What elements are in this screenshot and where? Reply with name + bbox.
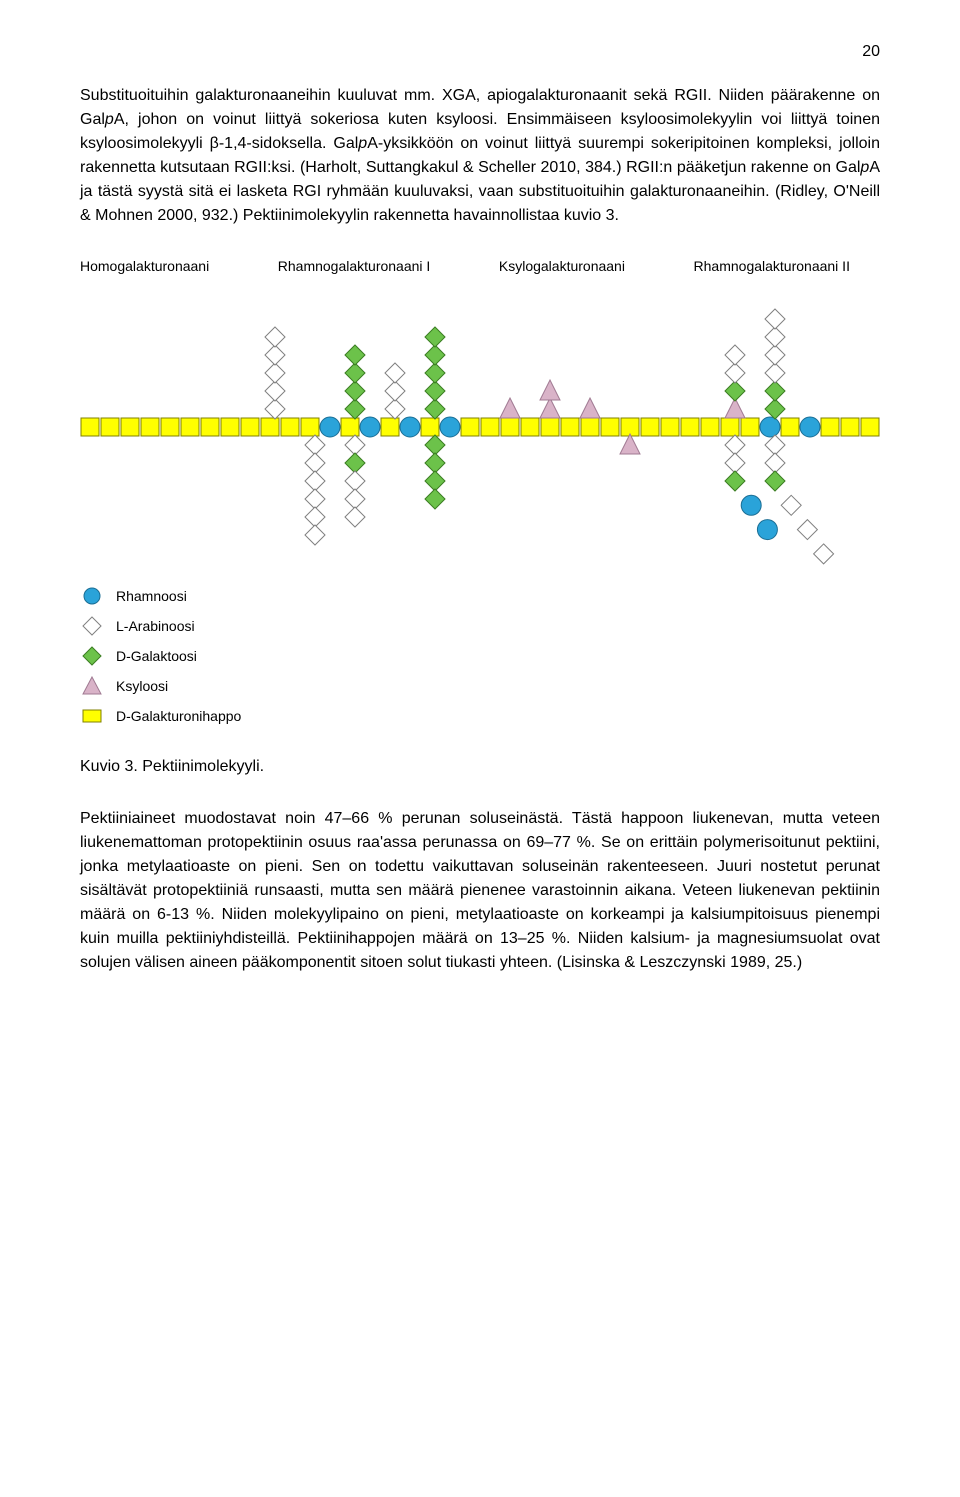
legend-swatch — [80, 585, 104, 607]
page-number: 20 — [80, 40, 880, 64]
paragraph-1: Substituoituihin galakturonaaneihin kuul… — [80, 84, 880, 228]
legend-label: L-Arabinoosi — [116, 616, 195, 637]
legend-swatch — [80, 705, 104, 727]
paragraph-2: Pektiiniaineet muodostavat noin 47–66 % … — [80, 807, 880, 975]
legend-label: D-Galakturonihappo — [116, 706, 241, 727]
figure-header-label: Homogalakturonaani — [80, 256, 209, 277]
figure-pectin-molecule: Homogalakturonaani Rhamnogalakturonaani I… — [80, 256, 880, 727]
legend-label: D-Galaktoosi — [116, 646, 197, 667]
figure-svg — [80, 287, 880, 567]
figure-caption: Kuvio 3. Pektiinimolekyyli. — [80, 755, 880, 779]
legend-row: L-Arabinoosi — [80, 615, 880, 637]
figure-legend: Rhamnoosi L-Arabinoosi D-Galaktoosi Ksyloos… — [80, 585, 880, 727]
legend-label: Rhamnoosi — [116, 586, 187, 607]
figure-header-label: Rhamnogalakturonaani I — [278, 256, 431, 277]
figure-headers: Homogalakturonaani Rhamnogalakturonaani I… — [80, 256, 880, 277]
legend-swatch — [80, 615, 104, 637]
legend-swatch — [80, 645, 104, 667]
legend-swatch — [80, 675, 104, 697]
legend-label: Ksyloosi — [116, 676, 168, 697]
figure-header-label: Ksylogalakturonaani — [499, 256, 625, 277]
legend-row: D-Galaktoosi — [80, 645, 880, 667]
legend-row: D-Galakturonihappo — [80, 705, 880, 727]
figure-header-label: Rhamnogalakturonaani II — [694, 256, 850, 277]
legend-row: Rhamnoosi — [80, 585, 880, 607]
legend-row: Ksyloosi — [80, 675, 880, 697]
